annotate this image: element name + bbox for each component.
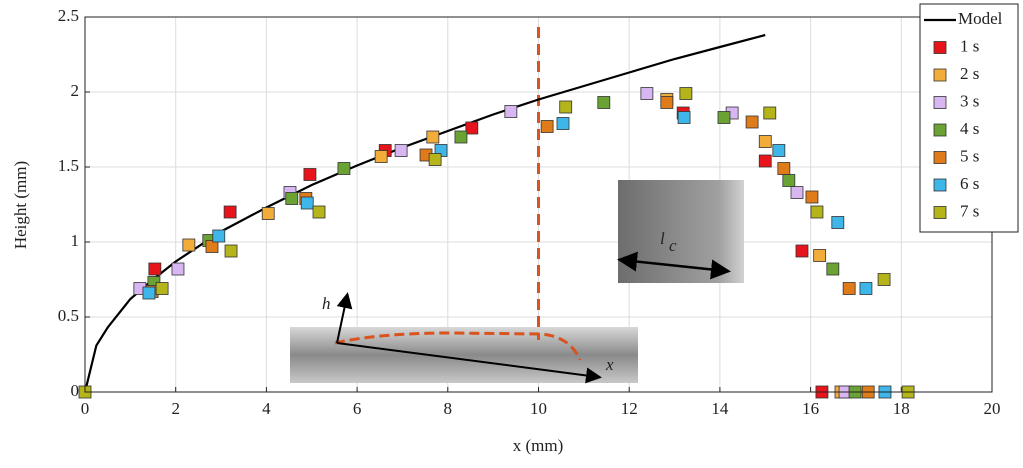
marker bbox=[745, 115, 759, 129]
legend-swatch bbox=[933, 206, 947, 219]
annotation: l bbox=[660, 229, 665, 248]
legend-swatch bbox=[933, 41, 947, 54]
marker bbox=[540, 120, 554, 133]
h-arrow bbox=[336, 292, 353, 344]
marker bbox=[212, 229, 226, 243]
legend-label: Model bbox=[958, 9, 1003, 28]
annotation: c bbox=[669, 236, 677, 255]
marker bbox=[556, 117, 570, 130]
marker bbox=[679, 87, 693, 100]
legend-label: 1 s bbox=[960, 36, 979, 55]
model-line bbox=[83, 33, 766, 393]
x-tick-label: 20 bbox=[984, 399, 1001, 418]
legend-label: 7 s bbox=[960, 201, 979, 220]
marker bbox=[426, 130, 440, 144]
marker bbox=[223, 205, 237, 219]
annotation: x bbox=[605, 355, 614, 374]
legend: Model 1 s 2 s 3 s 4 s 5 s 6 s 7 s bbox=[919, 3, 1019, 233]
marker bbox=[182, 238, 196, 252]
plot bbox=[78, 27, 915, 399]
marker bbox=[428, 153, 442, 166]
marker bbox=[148, 262, 162, 276]
marker bbox=[831, 216, 845, 229]
marker bbox=[224, 244, 238, 258]
y-tick-label: 0.5 bbox=[58, 306, 79, 325]
insets: h x l c bbox=[290, 180, 744, 384]
marker bbox=[303, 168, 317, 181]
marker bbox=[337, 162, 351, 175]
marker bbox=[805, 190, 819, 204]
marker bbox=[810, 205, 824, 219]
marker bbox=[877, 273, 891, 286]
x-tick-label: 8 bbox=[444, 399, 453, 418]
marker bbox=[842, 282, 856, 295]
marker bbox=[374, 150, 388, 163]
marker bbox=[171, 262, 185, 276]
x-tick-label: 18 bbox=[893, 399, 910, 418]
marker bbox=[772, 144, 786, 157]
marker bbox=[205, 240, 219, 253]
annotation: h bbox=[322, 294, 331, 313]
x-tick-label: 0 bbox=[81, 399, 90, 418]
marker bbox=[660, 96, 674, 109]
marker bbox=[795, 244, 809, 258]
x-tick-label: 2 bbox=[171, 399, 180, 418]
marker bbox=[640, 87, 654, 100]
marker bbox=[758, 135, 772, 148]
legend-label: 5 s bbox=[960, 146, 979, 165]
y-tick-label: 2 bbox=[71, 81, 80, 100]
marker bbox=[677, 111, 691, 124]
x-arrow bbox=[336, 342, 602, 384]
marker bbox=[454, 130, 468, 144]
legend-label: 3 s bbox=[960, 91, 979, 110]
marker bbox=[312, 205, 326, 219]
x-tick-label: 14 bbox=[711, 399, 729, 418]
marker bbox=[504, 105, 518, 118]
x-tick-label: 4 bbox=[262, 399, 271, 418]
marker bbox=[777, 162, 791, 175]
y-axis-label: Height (mm) bbox=[11, 161, 30, 249]
legend-swatch bbox=[933, 123, 947, 137]
marker bbox=[285, 192, 299, 205]
marker bbox=[394, 144, 408, 157]
marker bbox=[142, 286, 156, 300]
marker bbox=[790, 186, 804, 199]
y-tick-label: 0 bbox=[71, 381, 80, 400]
marker bbox=[597, 96, 611, 109]
marker bbox=[717, 111, 731, 124]
x-tick-label: 12 bbox=[621, 399, 638, 418]
legend-label: 6 s bbox=[960, 174, 979, 193]
x-tick-label: 10 bbox=[530, 399, 547, 418]
marker bbox=[813, 249, 827, 262]
y-tick-label: 1 bbox=[71, 231, 80, 250]
marker bbox=[859, 282, 873, 295]
legend-swatch bbox=[933, 151, 947, 164]
marker bbox=[763, 106, 777, 120]
marker bbox=[782, 174, 796, 187]
legend-swatch bbox=[933, 178, 947, 192]
legend-swatch bbox=[933, 96, 947, 109]
x-tick-label: 16 bbox=[802, 399, 819, 418]
legend-swatch bbox=[933, 68, 947, 82]
marker bbox=[465, 121, 479, 135]
x-tick-label: 6 bbox=[353, 399, 362, 418]
marker bbox=[155, 282, 169, 295]
marker bbox=[300, 196, 314, 210]
y-tick-label: 1.5 bbox=[58, 156, 79, 175]
marker bbox=[758, 154, 772, 168]
marker bbox=[261, 207, 275, 220]
lc-arrow bbox=[617, 251, 731, 280]
marker bbox=[826, 262, 840, 276]
x-axis-label: x (mm) bbox=[513, 436, 564, 455]
inset-image bbox=[618, 180, 744, 283]
legend-label: 4 s bbox=[960, 119, 979, 138]
marker bbox=[559, 100, 573, 114]
legend-label: 2 s bbox=[960, 64, 979, 83]
y-tick-label: 2.5 bbox=[58, 6, 79, 25]
